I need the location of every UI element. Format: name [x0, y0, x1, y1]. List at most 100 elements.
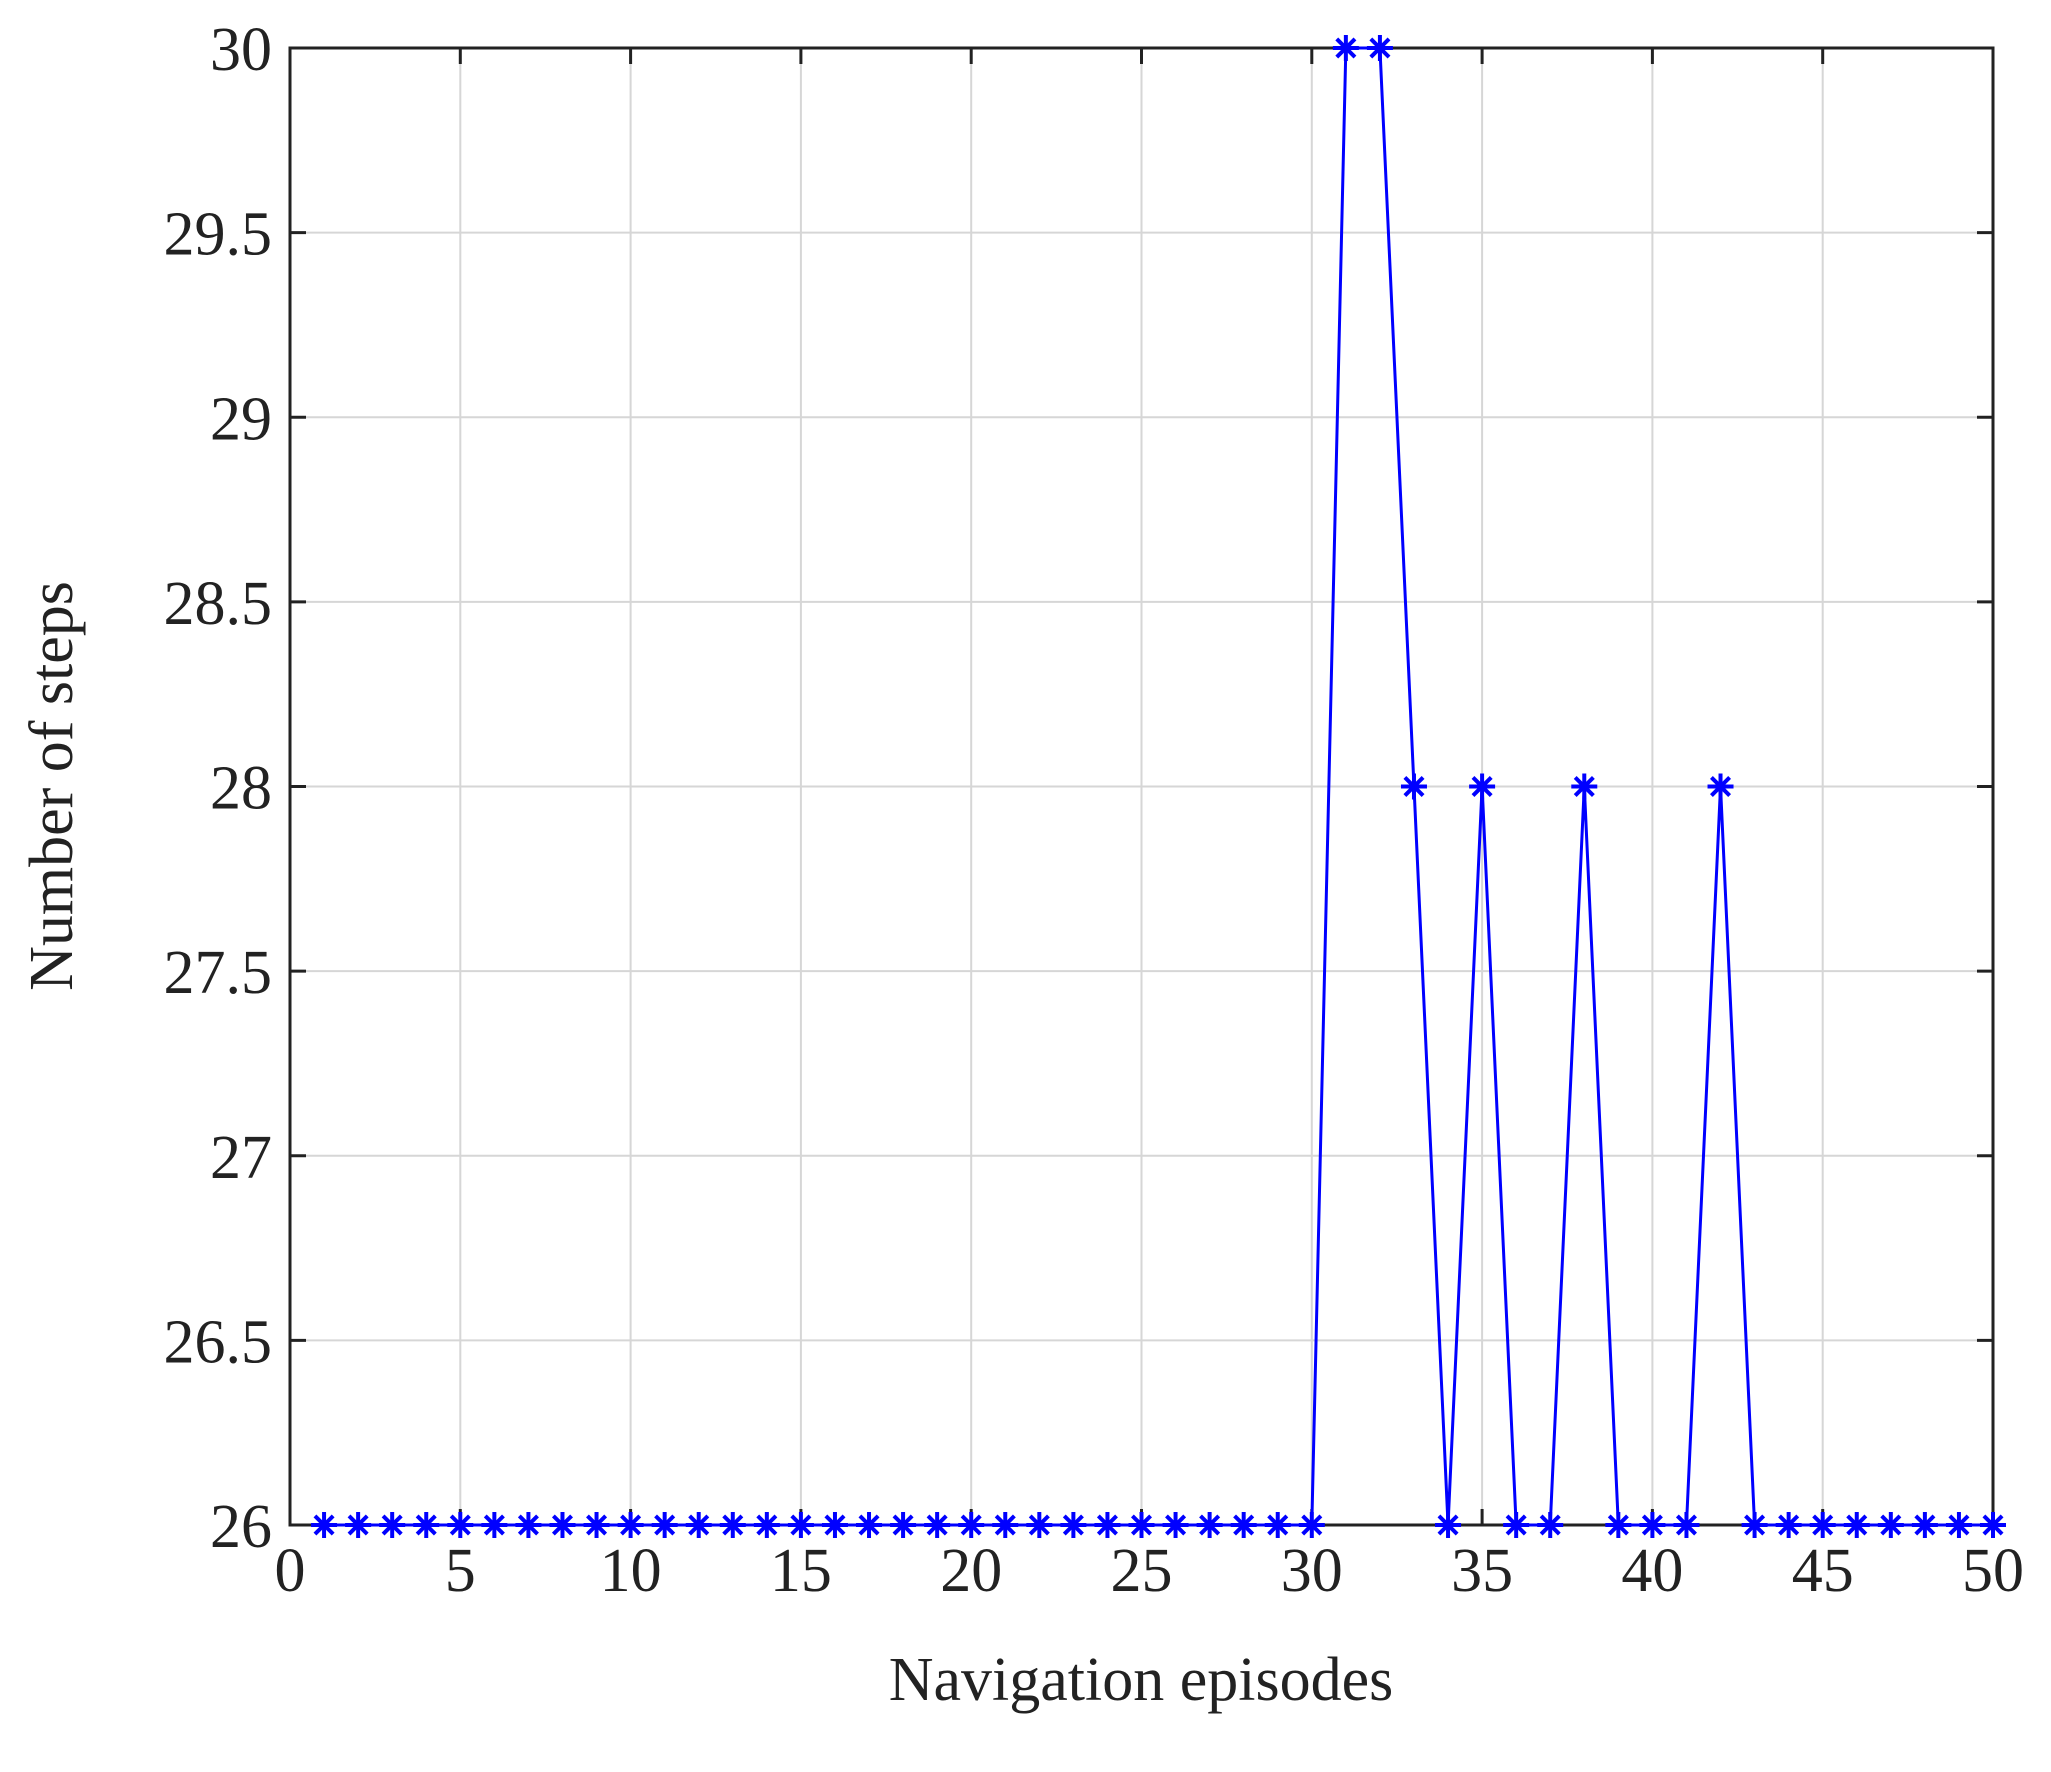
marker-stroke: [722, 1514, 744, 1536]
marker-stroke: [347, 1514, 369, 1536]
marker-stroke: [1062, 1514, 1084, 1536]
y-tick-label: 28.5: [164, 570, 273, 638]
marker-stroke: [517, 1514, 539, 1536]
y-tick-label: 26: [210, 1493, 272, 1561]
data-marker: [1060, 1512, 1087, 1538]
data-marker: [1673, 1512, 1700, 1538]
marker-stroke: [1880, 1514, 1902, 1536]
marker-stroke: [1028, 1514, 1050, 1536]
marker-stroke: [1573, 775, 1595, 798]
data-marker: [1503, 1512, 1530, 1538]
marker-stroke: [586, 1514, 608, 1536]
x-tick-label: 15: [770, 1537, 832, 1605]
x-tick-label: 25: [1111, 1537, 1173, 1605]
marker-stroke: [1982, 1514, 2004, 1536]
data-marker: [583, 1512, 610, 1538]
marker-stroke: [483, 1514, 505, 1536]
marker-stroke: [688, 1514, 710, 1536]
marker-stroke: [1233, 1514, 1255, 1536]
data-marker: [1980, 1512, 2006, 1538]
marker-stroke: [381, 1514, 403, 1536]
y-tick-label: 26.5: [164, 1308, 273, 1376]
x-tick-label: 5: [445, 1537, 476, 1605]
data-marker: [1162, 1512, 1189, 1538]
marker-stroke: [1505, 1514, 1527, 1536]
marker-stroke: [1641, 1514, 1663, 1536]
data-marker: [1264, 1512, 1291, 1538]
y-tick-label: 28: [210, 755, 272, 823]
marker-stroke: [1846, 1514, 1868, 1536]
data-marker: [1469, 773, 1496, 800]
marker-stroke: [1130, 1514, 1153, 1536]
marker-stroke: [551, 1514, 573, 1536]
data-marker: [617, 1512, 644, 1538]
marker-stroke: [994, 1514, 1016, 1536]
data-marker: [1775, 1512, 1802, 1538]
y-tick-label: 29.5: [164, 201, 273, 269]
marker-stroke: [1267, 1514, 1289, 1536]
data-marker: [651, 1512, 678, 1538]
y-tick-label: 29: [210, 385, 272, 453]
x-tick-label: 35: [1451, 1537, 1513, 1605]
marker-stroke: [1199, 1514, 1221, 1536]
marker-stroke: [415, 1514, 437, 1536]
marker-stroke: [756, 1514, 778, 1536]
data-marker: [1400, 773, 1427, 800]
marker-stroke: [1607, 1514, 1629, 1536]
x-tick-label: 45: [1792, 1537, 1854, 1605]
data-marker: [753, 1512, 780, 1538]
data-marker: [1741, 1512, 1768, 1538]
data-marker: [821, 1512, 848, 1538]
data-marker: [549, 1512, 576, 1538]
x-tick-label: 20: [940, 1537, 1002, 1605]
data-marker: [1196, 1512, 1223, 1538]
data-marker: [1230, 1512, 1257, 1538]
data-marker: [1094, 1512, 1121, 1538]
x-tick-label: 10: [600, 1537, 662, 1605]
marker-stroke: [1539, 1514, 1561, 1536]
x-tick-label: 30: [1281, 1537, 1343, 1605]
marker-stroke: [313, 1514, 335, 1536]
marker-stroke: [1403, 775, 1425, 798]
marker-stroke: [1744, 1514, 1766, 1536]
data-marker: [1537, 1512, 1564, 1538]
marker-stroke: [1437, 1514, 1459, 1536]
data-marker: [924, 1512, 951, 1538]
data-marker: [992, 1512, 1019, 1538]
marker-stroke: [1369, 37, 1391, 59]
marker-stroke: [449, 1514, 471, 1536]
x-tick-label: 40: [1621, 1537, 1683, 1605]
data-marker: [1332, 35, 1359, 61]
data-marker: [1911, 1512, 1938, 1538]
marker-stroke: [926, 1514, 948, 1536]
data-marker: [1639, 1512, 1666, 1538]
data-marker: [1571, 773, 1598, 800]
y-tick-label: 30: [210, 16, 272, 84]
data-marker: [413, 1512, 440, 1538]
marker-stroke: [858, 1514, 880, 1536]
data-marker: [719, 1512, 746, 1538]
x-tick-label: 0: [275, 1537, 306, 1605]
data-marker: [1366, 35, 1393, 61]
marker-stroke: [1675, 1514, 1697, 1536]
data-marker: [856, 1512, 883, 1538]
x-tick-label: 50: [1962, 1537, 2024, 1605]
marker-stroke: [824, 1514, 846, 1536]
data-marker: [787, 1512, 814, 1538]
marker-stroke: [1948, 1514, 1970, 1536]
y-tick-label: 27.5: [164, 939, 273, 1007]
data-marker: [1026, 1512, 1053, 1538]
marker-stroke: [1914, 1514, 1936, 1536]
data-marker: [481, 1512, 508, 1538]
data-marker: [1298, 1512, 1325, 1538]
marker-stroke: [1778, 1514, 1800, 1536]
y-tick-label: 27: [210, 1124, 272, 1192]
data-marker: [1707, 773, 1734, 800]
marker-stroke: [892, 1514, 914, 1536]
data-marker: [890, 1512, 917, 1538]
marker-stroke: [654, 1514, 676, 1536]
marker-stroke: [620, 1514, 642, 1536]
x-axis-label: Navigation episodes: [889, 1646, 1394, 1714]
marker-stroke: [1301, 1514, 1323, 1536]
